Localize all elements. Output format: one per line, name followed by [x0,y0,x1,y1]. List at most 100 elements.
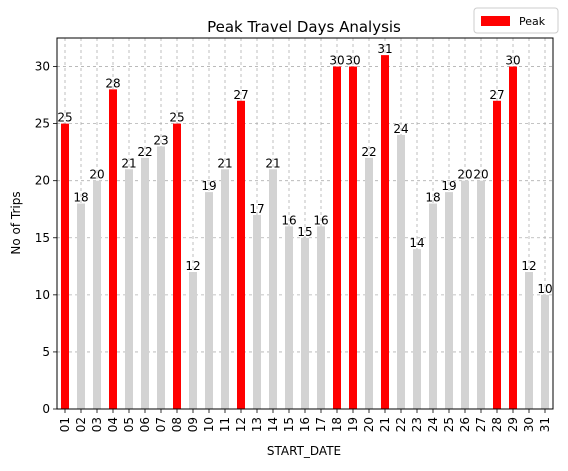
bar [93,180,101,409]
x-tick-label: 26 [458,417,472,432]
bar-peak [61,123,69,409]
bar-value-label: 15 [297,225,312,239]
x-tick-label: 19 [346,417,360,432]
bar [429,203,437,409]
x-tick-label: 16 [298,417,312,432]
x-tick-label: 24 [426,417,440,432]
bar-value-label: 20 [457,168,472,182]
bar-peak [349,66,357,410]
bar-value-label: 12 [521,259,536,273]
bar-value-label: 16 [281,213,296,227]
x-tick-label: 31 [538,417,552,432]
x-tick-label: 04 [106,417,120,432]
bar-value-label: 27 [233,88,248,102]
bar [125,169,133,409]
x-tick-label: 29 [506,417,520,432]
bar [397,135,405,409]
x-axis-label: START_DATE [267,444,341,458]
x-tick-label: 23 [410,417,424,432]
bar [525,272,533,409]
bars [61,55,549,410]
x-tick-label: 18 [330,417,344,432]
x-tick-label: 01 [58,417,72,432]
x-tick-label: 06 [138,417,152,432]
bar-peak [509,66,517,410]
bar [477,180,485,409]
bar-value-label: 23 [153,133,168,147]
bar [141,157,149,409]
bar [445,192,453,409]
bar-peak [381,55,389,409]
x-tick-label: 09 [186,417,200,432]
y-tick-label: 0 [42,402,50,416]
bar-value-label: 14 [409,236,424,250]
bar-value-label: 10 [537,282,552,296]
bar [317,226,325,409]
y-axis-label: No of Trips [9,191,23,254]
x-tick-label: 21 [378,417,392,432]
bar [301,237,309,409]
x-tick-label: 22 [394,417,408,432]
bar-value-label: 20 [89,168,104,182]
bar-value-label: 21 [265,156,280,170]
x-tick-label: 08 [170,417,184,432]
bar [413,249,421,409]
x-tick-label: 13 [250,417,264,432]
bar-value-label: 30 [345,54,360,68]
x-tick-label: 05 [122,417,136,432]
y-tick-label: 20 [35,174,50,188]
bar-peak [333,66,341,410]
bar-value-label: 16 [313,213,328,227]
bar [541,294,549,409]
bar [205,192,213,409]
x-tick-label: 07 [154,417,168,432]
bar-peak [109,89,117,409]
bar [221,169,229,409]
bar-value-label: 18 [425,191,440,205]
y-tick-label: 15 [35,231,50,245]
bar-peak [493,100,501,410]
bar-value-label: 30 [505,54,520,68]
y-tick-label: 25 [35,117,50,131]
x-tick-label: 20 [362,417,376,432]
bar-value-label: 24 [393,122,408,136]
bar-value-label: 18 [73,191,88,205]
bar-peak [237,100,245,410]
bar-value-label: 25 [57,111,72,125]
y-tick-label: 10 [35,288,50,302]
legend-label-peak: Peak [519,15,546,28]
bar [253,214,261,409]
x-tick-label: 10 [202,417,216,432]
legend-box [473,7,559,34]
x-tick-label: 17 [314,417,328,432]
bar [269,169,277,409]
bar-value-label: 19 [441,179,456,193]
plot-frame [56,37,554,410]
bar [189,272,197,409]
bar [285,226,293,409]
x-tick-label: 14 [266,417,280,432]
x-tick-label: 30 [522,417,536,432]
bar-value-label: 22 [137,145,152,159]
x-tick-label: 28 [490,417,504,432]
bar [365,157,373,409]
bar-value-label: 30 [329,54,344,68]
x-tick-label: 25 [442,417,456,432]
bar [77,203,85,409]
x-tick-label: 15 [282,417,296,432]
bar-value-label: 25 [169,111,184,125]
bar-value-label: 31 [377,42,392,56]
x-tick-label: 02 [74,417,88,432]
bar-value-label: 17 [249,202,264,216]
x-tick-label: 11 [218,417,232,432]
x-tick-label: 12 [234,417,248,432]
bar-value-label: 20 [473,168,488,182]
bar-value-label: 27 [489,88,504,102]
bar [461,180,469,409]
bar-value-label: 21 [217,156,232,170]
bar-value-label: 19 [201,179,216,193]
